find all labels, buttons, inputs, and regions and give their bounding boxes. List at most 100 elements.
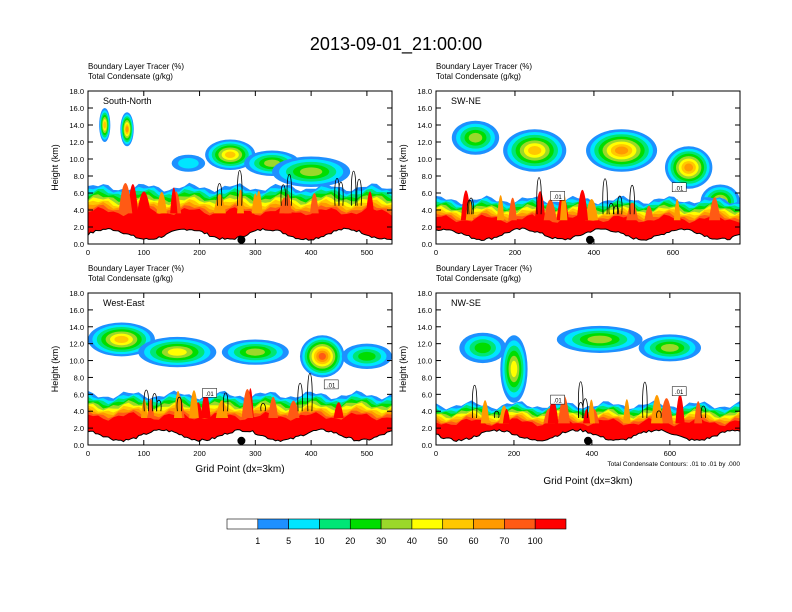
y-tick-label: 0.0	[74, 441, 84, 450]
plume	[200, 391, 211, 418]
colorbar: 1 5 10 20 30 40 50 60 70 100	[226, 518, 567, 546]
cloud-5-level-2	[178, 158, 199, 169]
x-tick-label: 200	[508, 449, 521, 458]
tracer-field	[88, 91, 392, 244]
y-tick-label: 4.0	[74, 206, 84, 215]
colorbar-label: 20	[345, 536, 355, 546]
plume	[496, 195, 505, 221]
left-label-2: Total Condensate (g/kg)	[436, 72, 521, 81]
contour-label: .01	[553, 195, 562, 201]
colorbar-label: 60	[469, 536, 479, 546]
cloud-0-level-7	[114, 335, 129, 344]
figure-title: 2013-09-01_21:00:00	[310, 34, 482, 55]
colorbar-label: 1	[255, 536, 260, 546]
y-tick-label: 10.0	[69, 155, 84, 164]
x-tick-label: 0	[86, 449, 90, 458]
y-tick-label: 10.0	[417, 155, 432, 164]
condensate-contour	[280, 184, 286, 206]
plume	[284, 194, 292, 214]
cloud-2-level-5	[587, 335, 612, 344]
y-tick-label: 4.0	[422, 206, 432, 215]
condensate-contour	[466, 199, 473, 215]
x-tick-label: 300	[249, 449, 262, 458]
contour-label-box	[671, 182, 687, 192]
x-tick-label: 100	[138, 449, 151, 458]
x-tick-label: 0	[86, 248, 90, 257]
panel-west-east: .01 .01 0.0 2.0 4.0 6.0 8.0 10.0 12.0 14.0 16.0 18.…	[50, 264, 393, 475]
plume	[480, 400, 490, 424]
colorbar-label: 70	[499, 536, 509, 546]
plume	[309, 192, 319, 214]
y-tick-label: 6.0	[74, 189, 84, 198]
condensate-contour	[260, 403, 266, 412]
cloud-3-level-5	[660, 344, 679, 352]
x-axis-label: Grid Point (dx=3km)	[195, 464, 284, 475]
contour-label-box	[550, 191, 565, 201]
x-axis-label: Grid Point (dx=3km)	[543, 476, 632, 487]
plume	[587, 399, 595, 424]
panel-south-north: 0.0 2.0 4.0 6.0 8.0 10.0 12.0 14.0 16.0 18.0 0 100 2…	[50, 62, 393, 257]
left-label-1: Boundary Layer Tracer (%)	[436, 62, 532, 71]
tracer-field: .01 .01	[436, 293, 740, 445]
x-tick-label: 200	[193, 248, 206, 257]
y-tick-label: 8.0	[74, 172, 84, 181]
colorbar-swatch-1	[257, 518, 289, 530]
condensate-contour	[642, 382, 648, 418]
colorbar-swatch-8	[473, 518, 505, 530]
contour-label: .01	[675, 390, 684, 396]
condensate-contour	[468, 197, 474, 215]
y-axis-label: Height (km)	[398, 144, 408, 191]
location-marker	[237, 235, 246, 244]
tracer-field: .01 .01	[436, 91, 740, 244]
condensate-contour	[237, 170, 243, 206]
cloud-1-level-7	[528, 146, 542, 155]
cloud-2-level-8	[614, 146, 629, 155]
y-tick-label: 18.0	[417, 289, 432, 298]
left-label-1: Boundary Layer Tracer (%)	[436, 264, 532, 273]
terrain	[88, 429, 392, 445]
y-tick-label: 14.0	[69, 121, 84, 130]
x-tick-label: 0	[434, 449, 438, 458]
plume	[576, 189, 589, 221]
panel-title: West-East	[103, 298, 145, 308]
left-label-1: Boundary Layer Tracer (%)	[88, 264, 184, 273]
x-tick-label: 500	[361, 248, 374, 257]
left-label-2: Total Condensate (g/kg)	[436, 274, 521, 283]
y-tick-label: 14.0	[417, 121, 432, 130]
plot-frame	[87, 292, 393, 446]
panel-nw-se: .01 .01 0.0 2.0 4.0 6.0 8.0 10.0 12.0 14.0 16.0 18.…	[398, 264, 741, 487]
condensate-contour	[578, 401, 584, 419]
terrain-outline	[436, 227, 740, 244]
colorbar-label: 40	[407, 536, 417, 546]
plot-frame	[87, 90, 393, 245]
plume	[241, 389, 254, 418]
plume	[583, 409, 591, 424]
plume	[170, 187, 178, 214]
cloud-1-level-8	[125, 126, 129, 133]
colorbar-label: 30	[376, 536, 386, 546]
y-tick-label: 2.0	[74, 223, 84, 232]
contour-label-box	[323, 379, 339, 390]
y-tick-label: 16.0	[417, 306, 432, 315]
y-tick-label: 14.0	[417, 323, 432, 332]
y-axis-label: Height (km)	[50, 346, 60, 393]
plume	[644, 205, 654, 221]
contour-label: .01	[675, 186, 684, 192]
x-tick-label: 200	[509, 248, 522, 257]
plume	[251, 193, 259, 214]
condensate-contour	[700, 405, 707, 419]
left-label-2: Total Condensate (g/kg)	[88, 274, 173, 283]
plume	[547, 399, 559, 424]
y-tick-label: 8.0	[422, 373, 432, 382]
colorbar-swatch-10	[534, 518, 567, 530]
contour-label-box	[202, 388, 217, 398]
y-tick-label: 6.0	[74, 390, 84, 399]
plume	[189, 390, 199, 418]
contour-label-box	[550, 394, 565, 405]
y-tick-label: 14.0	[69, 323, 84, 332]
condensate-contour	[350, 171, 357, 206]
y-tick-label: 18.0	[417, 87, 432, 96]
cloud-1-level-6	[167, 348, 187, 356]
condensate-contour	[493, 410, 500, 419]
plume	[287, 400, 300, 418]
